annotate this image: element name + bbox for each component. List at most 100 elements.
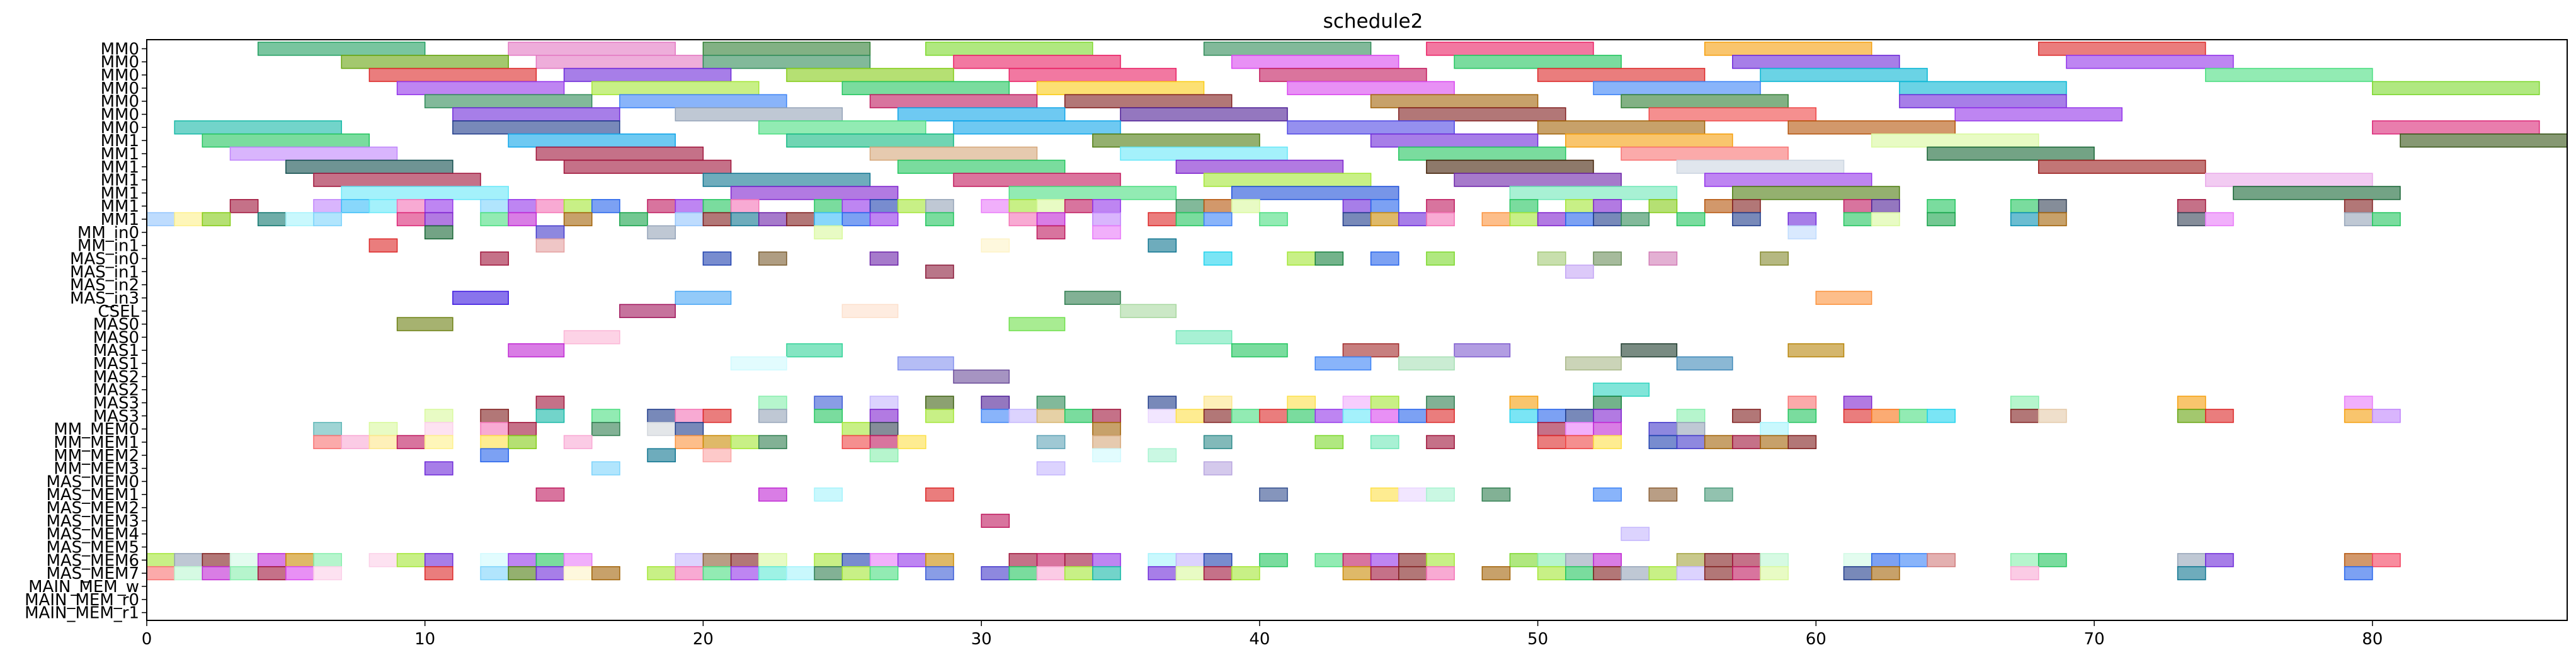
task-bar (1175, 409, 1205, 423)
task-bar (2372, 81, 2540, 96)
task-bar (229, 146, 398, 161)
task-bar (925, 42, 1093, 56)
task-bar (424, 212, 453, 227)
task-bar (786, 67, 954, 83)
task-bar (1954, 107, 2123, 122)
task-bar (563, 566, 593, 581)
task-bar (730, 566, 760, 581)
task-bar (1287, 81, 1455, 96)
task-bar (1342, 199, 1372, 214)
task-bar (981, 199, 1010, 214)
task-bar (1148, 566, 1177, 581)
task-bar (1565, 199, 1594, 214)
task-bar (1509, 396, 1539, 410)
task-bar (675, 107, 843, 122)
task-bar (1203, 461, 1233, 476)
task-bar (480, 409, 510, 423)
task-bar (1231, 343, 1288, 358)
task-bar (1648, 566, 1678, 581)
task-bar (702, 55, 871, 69)
task-bar (1426, 199, 1455, 214)
task-bar (841, 435, 871, 450)
task-bar (174, 553, 203, 567)
task-bar (1287, 396, 1316, 410)
task-bar (897, 199, 926, 214)
task-bar (981, 409, 1010, 423)
task-bar (1509, 409, 1539, 423)
task-bar (563, 212, 593, 227)
task-bar (2010, 409, 2039, 423)
task-bar (1676, 356, 1733, 371)
y-tick-label: MAS_MEM1 (46, 486, 139, 505)
task-bar (1259, 212, 1288, 227)
y-tick-label: MM0 (101, 53, 139, 72)
task-bar (869, 566, 899, 581)
task-bar (1621, 212, 1650, 227)
task-bar (202, 212, 231, 227)
y-tick-label: MAS_in0 (70, 250, 139, 269)
task-bar (758, 396, 787, 410)
task-bar (702, 199, 732, 214)
task-bar (1760, 553, 1789, 567)
task-bar (1621, 94, 1789, 108)
task-bar (563, 553, 593, 567)
task-bar (1008, 186, 1177, 200)
task-bar (1342, 553, 1372, 567)
task-bar (702, 553, 732, 567)
task-bar (424, 421, 453, 436)
y-tick-label: MAIN_MEM_r0 (25, 591, 139, 610)
task-bar (591, 461, 620, 476)
task-bar (925, 396, 954, 410)
task-bar (814, 553, 843, 567)
task-bar (1871, 133, 2039, 148)
task-bar (341, 186, 509, 200)
task-bar (925, 265, 954, 279)
task-bar (508, 42, 676, 56)
task-bar (1648, 421, 1678, 436)
task-bar (2205, 67, 2373, 83)
task-bar (1175, 553, 1205, 567)
task-bar (1843, 199, 1872, 214)
task-bar (702, 448, 732, 462)
y-tick-label: MAS_MEM5 (46, 539, 139, 557)
task-bar (1287, 120, 1455, 135)
task-bar (841, 304, 899, 318)
task-bar (702, 435, 732, 450)
task-bar (2344, 212, 2373, 227)
task-bar (869, 435, 899, 450)
task-bar (563, 159, 732, 174)
task-bar (1398, 409, 1427, 423)
task-bar (1593, 251, 1622, 266)
task-bar (1287, 409, 1316, 423)
task-bar (1008, 199, 1038, 214)
task-bar (563, 199, 593, 214)
y-tick-label: MM_MEM1 (54, 433, 139, 452)
task-bar (702, 173, 871, 187)
task-bar (1036, 566, 1066, 581)
task-bar (1760, 421, 1789, 436)
task-bar (1426, 159, 1594, 174)
task-bar (1676, 409, 1706, 423)
task-bar (897, 159, 1066, 174)
task-bar (1203, 409, 1233, 423)
task-bar (1148, 238, 1177, 253)
task-bar (1593, 421, 1622, 436)
task-bar (1036, 553, 1066, 567)
task-bar (1481, 566, 1511, 581)
y-tick-label: MM0 (101, 106, 139, 125)
task-bar (368, 238, 398, 253)
x-tick-label: 50 (1527, 630, 1548, 649)
y-tick-label: MM0 (101, 40, 139, 59)
task-bar (1120, 304, 1177, 318)
task-bar (1815, 290, 1872, 305)
task-bar (925, 212, 954, 227)
task-bar (675, 435, 704, 450)
task-bar (1593, 396, 1622, 410)
task-bar (869, 553, 899, 567)
task-bar (619, 94, 787, 108)
task-bar (897, 107, 1066, 122)
task-bar (257, 42, 426, 56)
task-bar (313, 212, 342, 227)
task-bar (257, 566, 287, 581)
task-bar (2010, 396, 2039, 410)
